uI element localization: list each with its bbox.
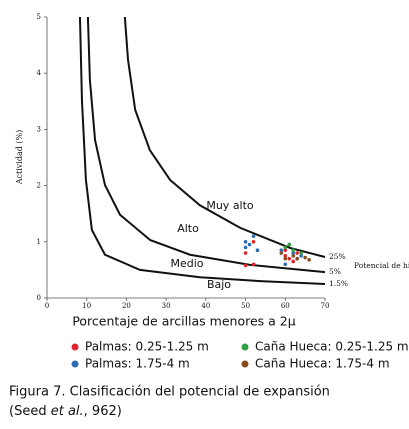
curve-label: 25%: [329, 252, 346, 261]
point: [243, 245, 248, 250]
point: [299, 254, 303, 258]
x-tick-label: 20: [122, 302, 131, 310]
caption-part: (Seed: [9, 404, 51, 419]
point: [283, 262, 288, 267]
legend-marker: [241, 360, 249, 368]
x-tick-label: 40: [201, 302, 210, 310]
point: [251, 240, 256, 244]
point: [303, 255, 307, 260]
legend-marker: [241, 343, 249, 351]
legend-label: Palmas: 1.75-4 m: [85, 357, 190, 371]
point: [295, 251, 300, 255]
curve-label: 1.5%: [329, 279, 348, 288]
point: [307, 257, 311, 262]
zone-label: Muy alto: [206, 199, 254, 212]
y-tick-label: 1: [37, 238, 41, 246]
point: [291, 254, 296, 258]
legend-label: Palmas: 0.25-1.25 m: [85, 340, 209, 354]
zone-label: Medio: [170, 257, 203, 270]
caption: Figura 7. Clasificación del potencial de…: [9, 385, 330, 400]
curve-label: 5%: [329, 267, 341, 276]
legend-label: Caña Hueca: 1.75-4 m: [255, 357, 390, 371]
point: [283, 245, 288, 250]
point: [279, 248, 284, 253]
x-axis-label: Porcentaje de arcillas menores a 2μ: [72, 314, 295, 329]
point: [299, 251, 303, 255]
point: [287, 256, 292, 261]
x-tick-label: 50: [241, 302, 250, 310]
curve: [123, 16, 326, 258]
legend-marker: [71, 360, 79, 368]
point: [251, 262, 256, 267]
point: [243, 251, 248, 255]
point: [295, 256, 300, 261]
point: [283, 256, 288, 261]
point: [291, 259, 296, 264]
y-tick-label: 3: [37, 125, 41, 133]
y-axis-label: Actividad (%): [15, 130, 24, 186]
point: [283, 254, 288, 258]
point: [243, 263, 248, 268]
curve-group-label: Potencial de hinchamiento: [354, 261, 409, 270]
y-tick-label: 4: [37, 69, 42, 77]
x-tick-label: 10: [82, 302, 91, 310]
point: [283, 248, 288, 253]
point: [247, 242, 252, 247]
point: [287, 242, 292, 247]
x-tick-label: 30: [162, 302, 171, 310]
point: [243, 240, 248, 244]
caption-part: , 962): [84, 404, 122, 419]
curve: [78, 16, 326, 285]
zone-label: Alto: [177, 222, 199, 235]
point: [291, 251, 296, 255]
point: [251, 234, 256, 238]
caption: (Seed et al., 962): [9, 404, 122, 419]
legend-marker: [71, 343, 79, 351]
zone-label: Bajo: [207, 278, 231, 291]
point: [279, 251, 284, 255]
point: [255, 248, 260, 253]
curve: [86, 16, 326, 274]
point: [291, 248, 296, 253]
x-tick-label: 60: [281, 302, 290, 310]
y-tick-label: 2: [37, 182, 41, 190]
legend-label: Caña Hueca: 0.25-1.25 m: [255, 340, 409, 354]
x-tick-label: 0: [45, 302, 49, 310]
x-tick-label: 70: [321, 302, 330, 310]
y-tick-label: 5: [37, 13, 41, 21]
caption-part: et al.: [51, 404, 84, 419]
y-tick-label: 0: [37, 294, 41, 302]
